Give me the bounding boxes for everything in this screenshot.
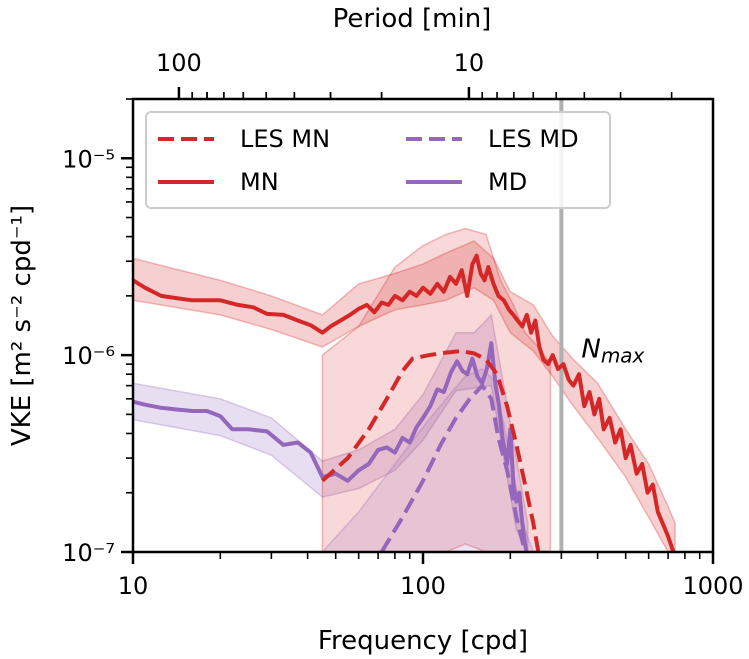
mn-line [133, 253, 676, 552]
les-mn-line [321, 349, 541, 552]
legend-label-les-mn: LES MN [240, 125, 330, 153]
legend-label-mn: MN [240, 168, 279, 196]
n-max-label-sub: max [601, 344, 645, 368]
n-max-label: Nmax [581, 335, 644, 368]
y-tick-label: 10⁻⁶ [62, 342, 115, 370]
tick-labels: 10 100 1000 10⁻⁷ 10⁻⁶ 10⁻⁵ 100 10 [62, 49, 743, 600]
mn-band [133, 240, 676, 552]
top-tick-label: 10 [454, 49, 485, 77]
y-tick-label: 10⁻⁵ [62, 145, 115, 173]
md-line [133, 341, 529, 552]
legend: LES MN LES MD MN MD [145, 111, 611, 209]
legend-label-md: MD [488, 168, 527, 196]
legend-label-les-md: LES MD [488, 125, 579, 153]
y-tick-label: 10⁻⁷ [62, 539, 115, 567]
x-tick-label: 100 [400, 572, 446, 600]
x-axis-label: Frequency [cpd] [318, 626, 528, 656]
y-axis-label: VKE [m² s⁻² cpd⁻¹] [7, 205, 37, 446]
legend-box [145, 111, 611, 209]
top-tick-label: 100 [156, 49, 202, 77]
series-lines [133, 253, 676, 552]
md-band [133, 313, 529, 552]
uncertainty-bands [133, 227, 676, 552]
x-tick-label: 10 [118, 572, 149, 600]
n-max-label-main: N [581, 335, 600, 365]
les-md-band [321, 368, 535, 552]
major-ticks [121, 87, 715, 564]
top-axis-label: Period [min] [333, 4, 492, 34]
x-tick-label: 1000 [682, 572, 743, 600]
les-md-line [379, 383, 528, 552]
